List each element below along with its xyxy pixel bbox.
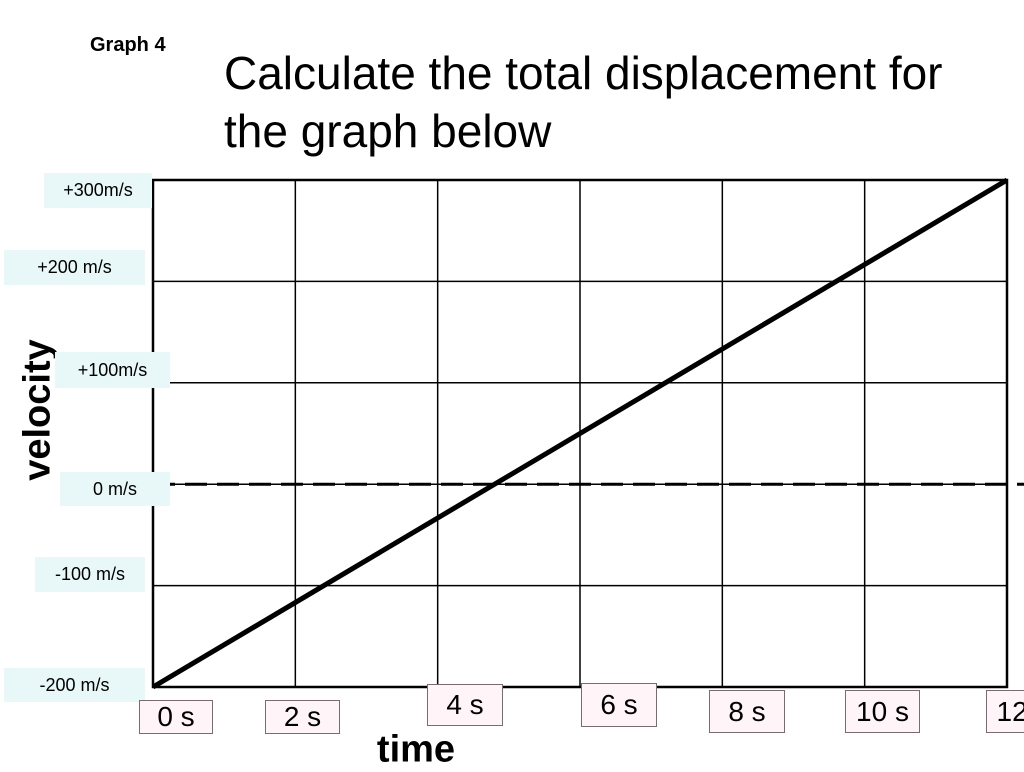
x-tick-label: 10 s	[845, 690, 920, 733]
y-tick-label: 0 m/s	[60, 472, 170, 506]
y-tick-label: -200 m/s	[4, 668, 145, 702]
y-tick-label: -100 m/s	[35, 557, 145, 592]
plot-frame	[151, 178, 1009, 689]
x-tick-label: 12 s	[986, 690, 1024, 733]
data-line	[151, 177, 1009, 690]
y-tick-label: +100m/s	[55, 352, 170, 388]
y-axis-label: velocity	[16, 339, 59, 481]
x-tick-label: 4 s	[427, 684, 503, 726]
slide-label: Graph 4	[90, 34, 166, 56]
y-tick-label: +200 m/s	[4, 250, 145, 285]
x-axis-label: time	[376, 728, 456, 771]
x-tick-label: 6 s	[581, 683, 657, 727]
x-tick-label: 0 s	[139, 700, 213, 734]
y-tick-label: +300m/s	[44, 173, 152, 208]
x-tick-label: 2 s	[265, 700, 340, 734]
x-tick-label: 8 s	[709, 690, 785, 733]
chart-title: Calculate the total displacement for the…	[224, 47, 943, 157]
